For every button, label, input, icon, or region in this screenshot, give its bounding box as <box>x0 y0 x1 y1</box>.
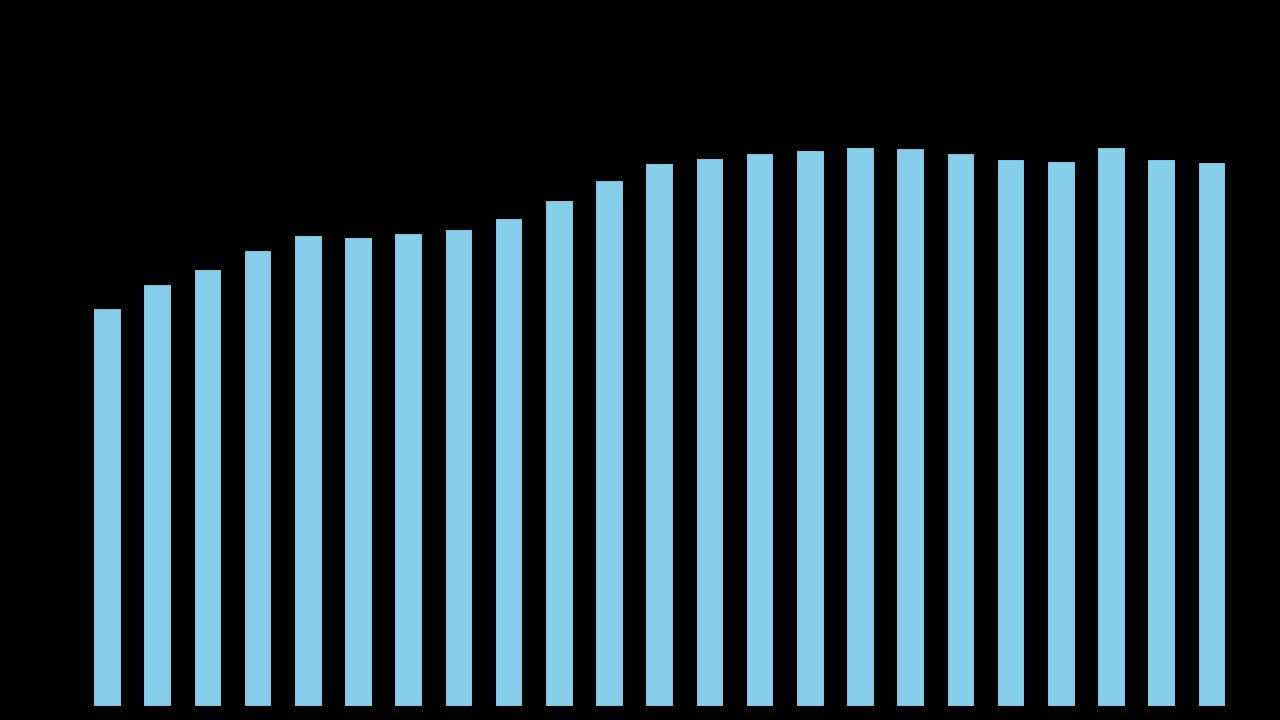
Bar <box>796 150 823 706</box>
Bar <box>495 217 522 706</box>
Bar <box>896 148 924 706</box>
Bar <box>595 180 623 706</box>
Bar <box>1047 161 1075 706</box>
Bar <box>143 284 172 706</box>
Bar <box>746 153 773 706</box>
Bar <box>294 235 321 706</box>
Bar <box>545 200 572 706</box>
Bar <box>394 233 422 706</box>
Bar <box>846 148 874 706</box>
Bar <box>695 158 723 706</box>
Bar <box>193 269 221 706</box>
Bar <box>997 158 1024 706</box>
Bar <box>444 229 472 706</box>
Bar <box>947 153 974 706</box>
Bar <box>1147 158 1175 706</box>
Bar <box>344 237 371 706</box>
Bar <box>1097 148 1125 706</box>
Bar <box>243 250 271 706</box>
Bar <box>645 163 673 706</box>
Bar <box>1198 162 1225 706</box>
Bar <box>93 307 120 706</box>
